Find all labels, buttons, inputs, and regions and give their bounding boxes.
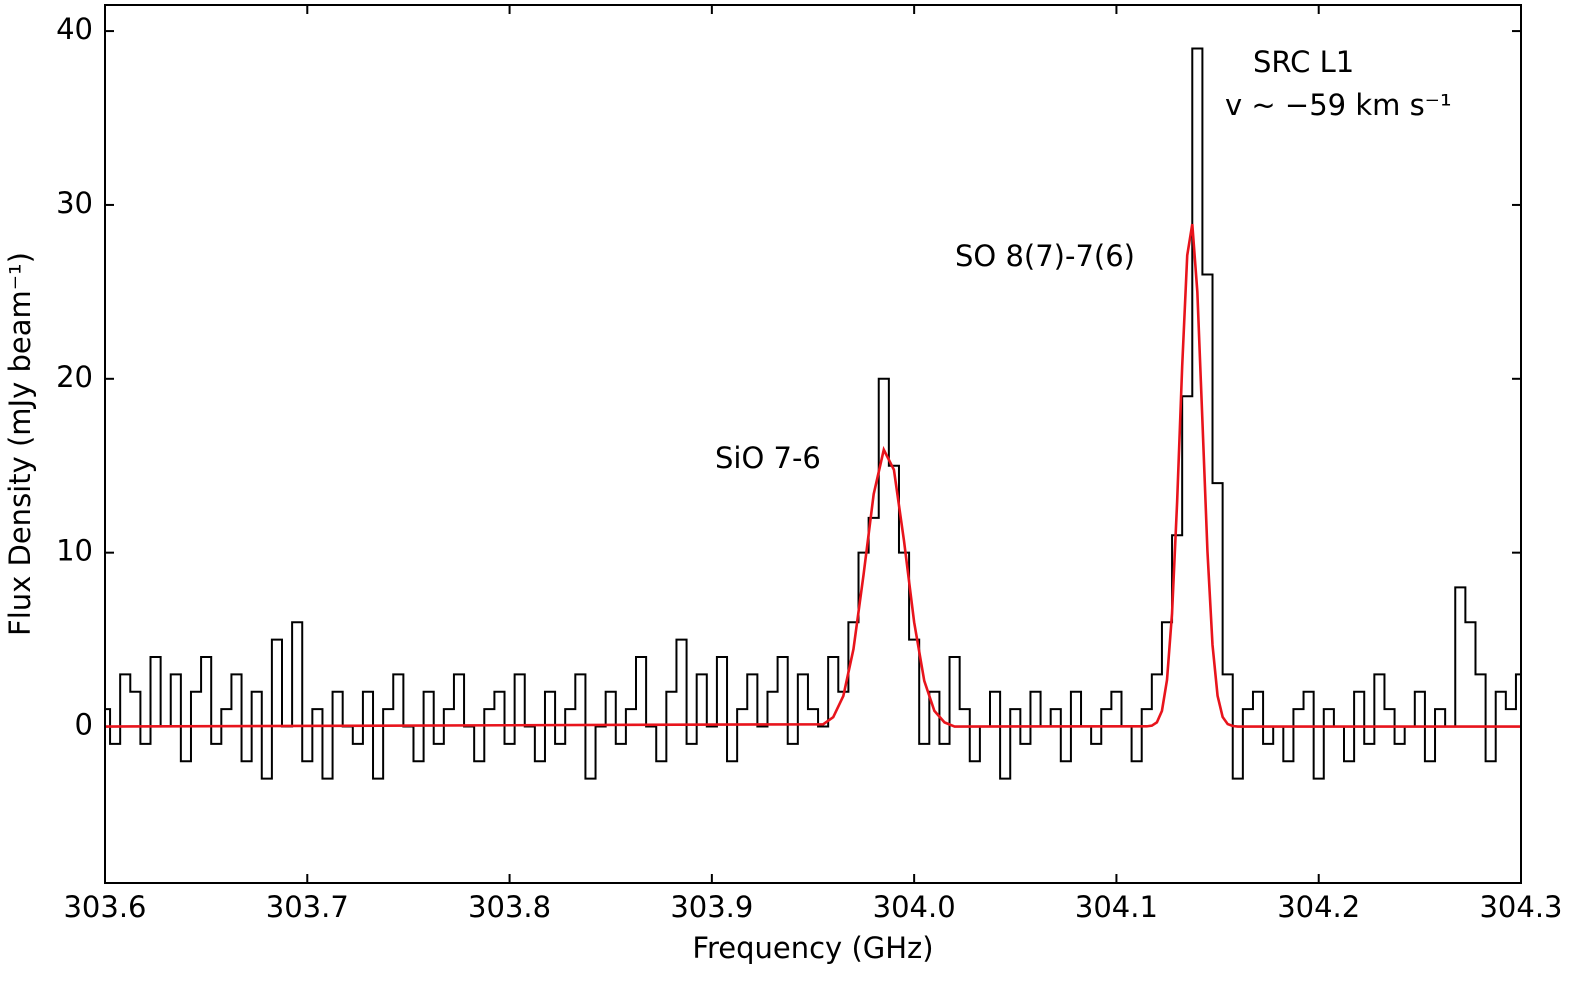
x-tick-label: 304.1: [1075, 890, 1158, 924]
spectrum: [105, 47, 1521, 780]
fit-curve: [104, 223, 1521, 728]
annotation: v ~ −59 km s⁻¹: [1225, 88, 1452, 122]
y-tick-label: 0: [75, 708, 93, 742]
y-tick-label: 30: [56, 186, 93, 220]
y-tick-label: 40: [56, 12, 93, 46]
annotation: SO 8(7)-7(6): [955, 239, 1135, 273]
x-tick-label: 304.2: [1277, 890, 1360, 924]
x-tick-label: 303.7: [266, 890, 349, 924]
x-tick-label: 303.9: [670, 890, 753, 924]
plot-frame: [104, 4, 1522, 884]
x-axis-label: Frequency (GHz): [692, 931, 933, 965]
x-tick-label: 303.6: [63, 890, 146, 924]
annotation: SRC L1: [1253, 45, 1354, 79]
y-axis-label: Flux Density (mJy beam⁻¹): [3, 252, 37, 636]
x-tick-label: 303.8: [468, 890, 551, 924]
x-tick-label: 304.3: [1479, 890, 1562, 924]
x-tick-label: 304.0: [873, 890, 956, 924]
y-tick-label: 20: [56, 360, 93, 394]
annotation: SiO 7-6: [715, 441, 821, 475]
y-tick-label: 10: [56, 534, 93, 568]
